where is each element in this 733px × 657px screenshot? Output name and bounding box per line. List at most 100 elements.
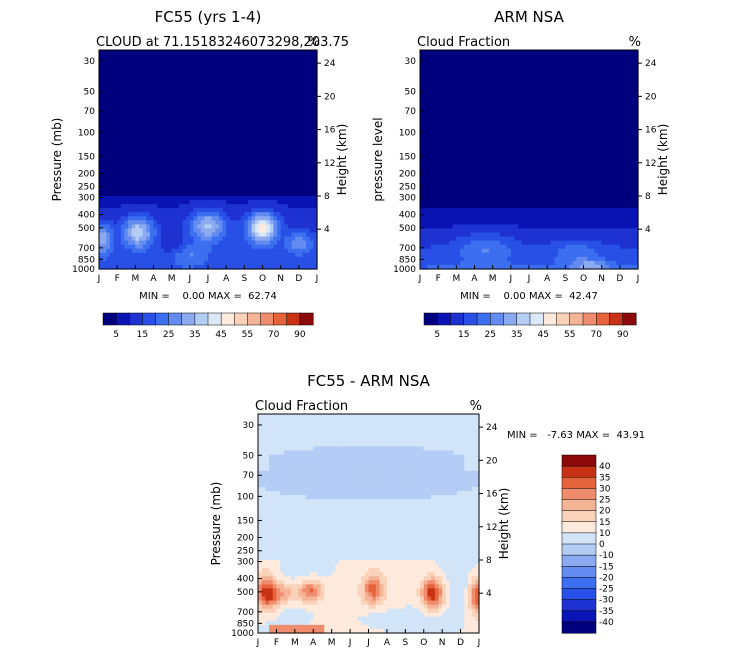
field-cell <box>149 236 155 242</box>
field-cell <box>287 240 293 246</box>
field-cell <box>193 200 198 205</box>
field-cell <box>113 216 118 221</box>
field-cell <box>423 123 428 128</box>
field-cell <box>590 135 595 140</box>
field-cell <box>449 102 454 108</box>
field-cell <box>178 106 184 112</box>
field-cell <box>99 155 104 161</box>
field-cell <box>146 240 151 246</box>
field-cell <box>237 131 242 136</box>
field-cell <box>298 167 304 173</box>
field-cell <box>295 82 300 88</box>
field-cell <box>295 135 300 140</box>
field-cell <box>142 58 147 63</box>
field-cell <box>255 50 260 55</box>
field-cell <box>208 228 213 234</box>
field-cell <box>106 54 111 59</box>
field-cell <box>182 196 187 201</box>
field-cell <box>153 167 158 173</box>
field-cell <box>175 114 180 120</box>
field-cell <box>291 110 296 116</box>
field-cell <box>142 224 147 230</box>
field-cell <box>481 90 486 96</box>
field-cell <box>208 183 213 189</box>
field-cell <box>164 127 169 132</box>
field-cell <box>280 155 285 161</box>
field-cell <box>463 118 468 124</box>
field-cell <box>240 139 245 144</box>
field-cell <box>131 183 136 189</box>
field-cell <box>131 196 136 201</box>
field-cell <box>280 86 285 92</box>
field-cell <box>445 74 450 79</box>
field-cell <box>178 66 184 71</box>
field-cell <box>273 74 278 79</box>
field-cell <box>619 127 625 132</box>
field-cell <box>204 200 209 205</box>
field-cell <box>492 143 497 148</box>
field-cell <box>208 248 213 254</box>
field-cell <box>478 139 483 144</box>
field-cell <box>164 62 169 67</box>
field-cell <box>229 175 235 181</box>
field-cell <box>280 62 285 67</box>
field-cell <box>142 94 147 100</box>
field-cell <box>266 86 271 92</box>
field-cell <box>273 187 278 193</box>
field-cell <box>222 216 227 221</box>
field-cell <box>131 187 136 193</box>
field-cell <box>117 94 122 100</box>
field-cell <box>485 118 490 124</box>
field-cell <box>200 163 205 169</box>
field-cell <box>233 220 238 225</box>
field-cell <box>309 167 314 173</box>
field-cell <box>313 139 318 144</box>
field-cell <box>463 94 468 100</box>
field-cell <box>142 212 147 217</box>
field-cell <box>124 236 129 242</box>
field-cell <box>168 264 173 270</box>
field-cell <box>222 252 227 258</box>
field-cell <box>229 86 235 92</box>
field-cell <box>124 127 129 132</box>
field-cell <box>229 228 235 234</box>
field-cell <box>518 74 523 79</box>
field-cell <box>302 240 307 246</box>
field-cell <box>157 98 162 104</box>
field-cell <box>445 94 450 100</box>
field-cell <box>186 216 191 221</box>
field-cell <box>128 90 133 96</box>
field-cell <box>485 139 490 144</box>
field-cell <box>547 151 552 157</box>
field-cell <box>302 147 307 152</box>
field-cell <box>160 179 165 185</box>
field-cell <box>113 196 118 201</box>
field-cell <box>247 155 253 161</box>
field-cell <box>113 208 118 213</box>
pressure-tick-label: 100 <box>78 128 95 138</box>
field-cell <box>222 127 227 132</box>
field-cell <box>302 248 307 254</box>
field-cell <box>441 74 447 79</box>
field-cell <box>222 244 227 250</box>
field-cell <box>298 200 304 205</box>
field-cell <box>539 139 545 144</box>
field-cell <box>175 260 180 266</box>
field-cell <box>291 118 296 124</box>
field-cell <box>233 187 238 193</box>
field-cell <box>627 98 632 104</box>
field-cell <box>178 86 184 92</box>
field-cell <box>218 58 224 63</box>
field-cell <box>131 123 136 128</box>
field-cell <box>211 143 216 148</box>
field-cell <box>529 66 534 71</box>
field-cell <box>262 159 267 165</box>
field-cell <box>200 106 205 112</box>
field-cell <box>456 70 461 75</box>
field-cell <box>146 131 151 136</box>
field-cell <box>521 127 526 132</box>
field-cell <box>99 204 104 209</box>
field-cell <box>478 94 483 100</box>
field-cell <box>99 187 104 193</box>
field-cell <box>146 196 151 201</box>
